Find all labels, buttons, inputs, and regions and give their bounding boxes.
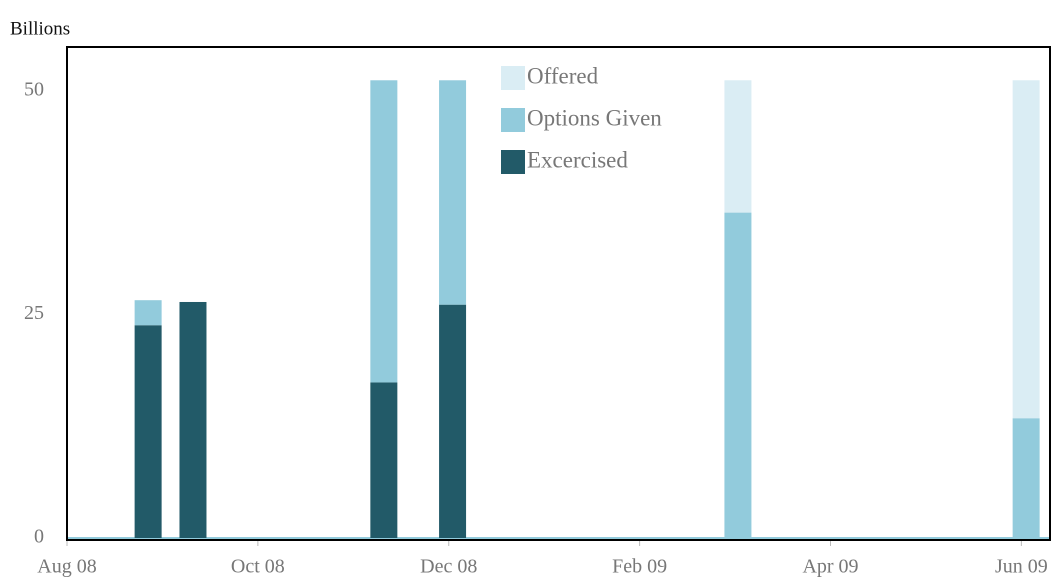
x-tick-label: Dec 08 <box>420 556 477 578</box>
legend-swatch <box>501 66 525 90</box>
x-tick-label: Aug 08 <box>37 556 96 578</box>
x-tick-label: Apr 09 <box>802 556 858 578</box>
plot-frame <box>66 46 1051 541</box>
bar-segment <box>724 212 752 539</box>
x-tick-label: Jun 09 <box>995 556 1048 578</box>
bar-segment <box>370 382 398 538</box>
y-axis-label: Billions <box>10 18 70 39</box>
legend-swatch <box>501 150 525 174</box>
x-tick-label: Feb 09 <box>612 556 667 578</box>
bar-segment <box>134 325 162 538</box>
bar-segment <box>370 80 398 383</box>
bar-segment <box>134 300 162 326</box>
legend-label: Excercised <box>527 147 628 172</box>
bar-segment <box>179 301 207 538</box>
legend-label: Offered <box>527 63 599 88</box>
bar-segment <box>1012 418 1040 538</box>
bar-segment <box>439 304 467 538</box>
y-tick-label: 0 <box>34 526 44 548</box>
y-tick-label: 50 <box>24 79 44 101</box>
bar-segment <box>1012 80 1040 419</box>
x-tick-label: Oct 08 <box>231 556 285 578</box>
bar-segment <box>439 80 467 305</box>
bar-segment <box>724 80 752 213</box>
legend-label: Options Given <box>527 105 662 130</box>
legend-swatch <box>501 108 525 132</box>
y-tick-label: 25 <box>24 302 44 324</box>
